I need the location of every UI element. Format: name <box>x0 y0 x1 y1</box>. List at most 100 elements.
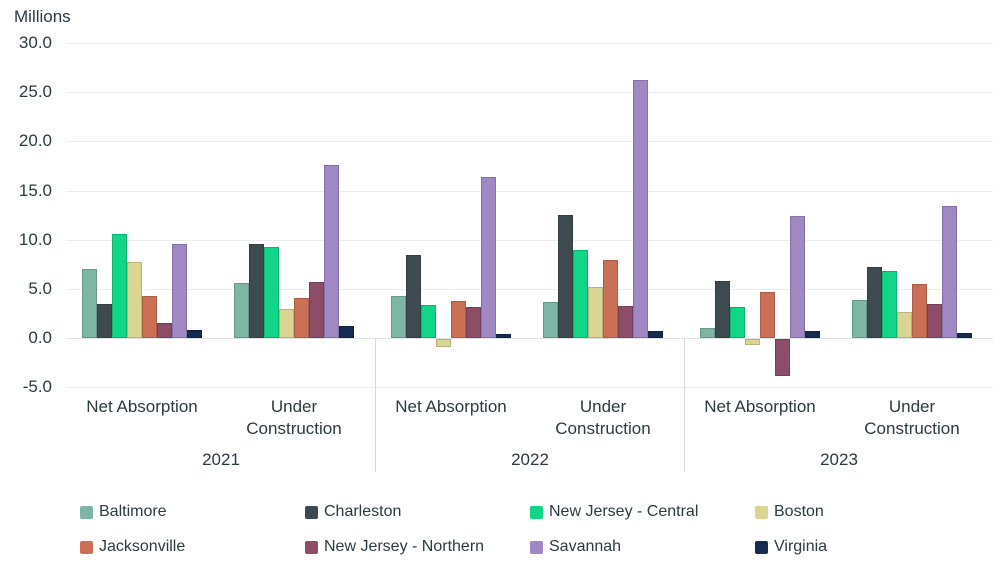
gridline-30.0 <box>66 43 993 44</box>
gridline-5.0 <box>66 289 993 290</box>
bar-savannah-2022-net-absorption <box>481 177 496 338</box>
bar-jacksonville-2022-net-absorption <box>451 301 466 338</box>
bar-baltimore-2022-net-absorption <box>391 296 406 338</box>
legend-label-jacksonville: Jacksonville <box>99 538 186 555</box>
bar-new-jersey-central-2022-under-construction <box>573 250 588 338</box>
legend-swatch-boston <box>755 505 768 519</box>
legend-label-boston: Boston <box>774 503 824 520</box>
bar-charleston-2023-under-construction <box>867 267 882 338</box>
bar-jacksonville-2021-under-construction <box>294 298 309 338</box>
bar-savannah-2023-under-construction <box>942 206 957 338</box>
legend-label-savannah: Savannah <box>549 538 622 555</box>
bar-new-jersey-central-2023-net-absorption <box>730 307 745 338</box>
bar-charleston-2023-net-absorption <box>715 281 730 338</box>
x-label-under-construction-2022: Under Construction <box>555 397 651 438</box>
bar-new-jersey-northern-2023-under-construction <box>927 304 942 338</box>
bar-virginia-2023-net-absorption <box>805 331 820 338</box>
bar-baltimore-2023-net-absorption <box>700 328 715 338</box>
legend-label-virginia: Virginia <box>774 538 828 555</box>
bar-new-jersey-northern-2023-net-absorption <box>775 339 790 376</box>
zero-gridline <box>66 338 993 339</box>
legend-item-charleston: Charleston <box>305 502 530 522</box>
legend-item-new-jersey-northern: New Jersey - Northern <box>305 537 530 557</box>
gridline-10.0 <box>66 240 993 241</box>
bar-boston-2021-net-absorption <box>127 262 142 338</box>
bar-new-jersey-northern-2022-net-absorption <box>466 307 481 338</box>
year-section-divider <box>684 339 685 472</box>
bar-charleston-2021-under-construction <box>249 244 264 338</box>
y-tick-label-30.0: 30.0 <box>18 33 52 52</box>
legend-swatch-new-jersey-central <box>530 505 543 519</box>
bar-boston-2022-net-absorption <box>436 339 451 347</box>
legend-swatch-virginia <box>755 540 768 554</box>
x-label-net-absorption-2023: Net Absorption <box>704 397 816 416</box>
bar-virginia-2022-net-absorption <box>496 334 511 338</box>
legend-swatch-charleston <box>305 505 318 519</box>
legend-swatch-new-jersey-northern <box>305 540 318 554</box>
bar-charleston-2021-net-absorption <box>97 304 112 338</box>
legend-item-baltimore: Baltimore <box>80 502 305 522</box>
bar-new-jersey-central-2021-under-construction <box>264 247 279 338</box>
bar-new-jersey-northern-2021-under-construction <box>309 282 324 338</box>
bar-new-jersey-central-2022-net-absorption <box>421 305 436 338</box>
bar-charleston-2022-net-absorption <box>406 255 421 338</box>
bar-new-jersey-northern-2022-under-construction <box>618 306 633 338</box>
bar-savannah-2022-under-construction <box>633 80 648 338</box>
x-label-under-construction-2021: Under Construction <box>246 397 342 438</box>
bar-virginia-2021-net-absorption <box>187 330 202 338</box>
legend-item-virginia: Virginia <box>755 537 980 557</box>
bar-jacksonville-2023-under-construction <box>912 284 927 338</box>
legend-label-charleston: Charleston <box>324 503 402 520</box>
legend-item-boston: Boston <box>755 502 980 522</box>
gridline-15.0 <box>66 191 993 192</box>
bar-virginia-2023-under-construction <box>957 333 972 338</box>
y-tick-label-15.0: 15.0 <box>18 181 52 200</box>
bar-new-jersey-central-2023-under-construction <box>882 271 897 338</box>
bar-baltimore-2022-under-construction <box>543 302 558 338</box>
x-label-net-absorption-2022: Net Absorption <box>395 397 507 416</box>
y-axis-unit-label: Millions <box>14 7 71 26</box>
bar-baltimore-2021-under-construction <box>234 283 249 338</box>
y-tick-label-0.0: 0.0 <box>28 328 52 347</box>
legend-item-savannah: Savannah <box>530 537 755 557</box>
bar-boston-2023-net-absorption <box>745 339 760 345</box>
y-tick-label-20.0: 20.0 <box>18 131 52 150</box>
bar-virginia-2021-under-construction <box>339 326 354 338</box>
gridline-20.0 <box>66 141 993 142</box>
bar-new-jersey-central-2021-net-absorption <box>112 234 127 338</box>
legend-swatch-jacksonville <box>80 540 93 554</box>
bar-boston-2021-under-construction <box>279 309 294 338</box>
gridline-25.0 <box>66 92 993 93</box>
bar-jacksonville-2023-net-absorption <box>760 292 775 338</box>
x-label-year-2023: 2023 <box>820 450 858 469</box>
legend-item-jacksonville: Jacksonville <box>80 537 305 557</box>
legend-label-new-jersey-central: New Jersey - Central <box>549 503 699 520</box>
bar-charleston-2022-under-construction <box>558 215 573 338</box>
legend-label-baltimore: Baltimore <box>99 503 167 520</box>
legend-label-new-jersey-northern: New Jersey - Northern <box>324 538 485 555</box>
legend: Baltimore Charleston New Jersey - Central B… <box>80 502 980 557</box>
gridline--5.0 <box>66 387 993 388</box>
legend-swatch-baltimore <box>80 505 93 519</box>
x-label-year-2022: 2022 <box>511 450 549 469</box>
bar-baltimore-2021-net-absorption <box>82 269 97 338</box>
x-label-year-2021: 2021 <box>202 450 240 469</box>
bar-savannah-2021-under-construction <box>324 165 339 338</box>
y-tick-label--5.0: -5.0 <box>22 377 52 396</box>
bar-virginia-2022-under-construction <box>648 331 663 338</box>
bar-baltimore-2023-under-construction <box>852 300 867 338</box>
bar-new-jersey-northern-2021-net-absorption <box>157 323 172 338</box>
x-label-net-absorption-2021: Net Absorption <box>86 397 198 416</box>
legend-swatch-savannah <box>530 540 543 554</box>
bar-jacksonville-2022-under-construction <box>603 260 618 338</box>
legend-item-new-jersey-central: New Jersey - Central <box>530 502 755 522</box>
year-section-divider <box>375 339 376 472</box>
y-tick-label-25.0: 25.0 <box>18 82 52 101</box>
y-tick-label-5.0: 5.0 <box>28 279 52 298</box>
bar-savannah-2023-net-absorption <box>790 216 805 338</box>
bar-savannah-2021-net-absorption <box>172 244 187 338</box>
bar-boston-2023-under-construction <box>897 312 912 338</box>
y-tick-label-10.0: 10.0 <box>18 230 52 249</box>
x-label-under-construction-2023: Under Construction <box>864 397 960 438</box>
